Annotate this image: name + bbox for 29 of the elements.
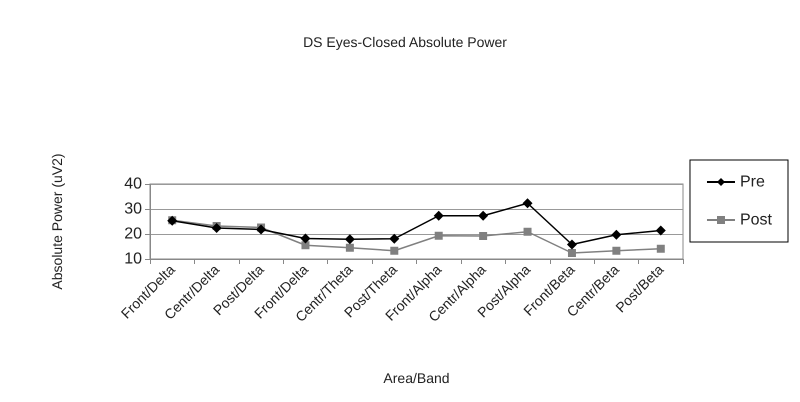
y-axis-title: Absolute Power (uV2) [49, 153, 65, 290]
chart-title: DS Eyes-Closed Absolute Power [303, 34, 508, 50]
point [522, 198, 533, 208]
point [478, 210, 488, 221]
point [568, 249, 576, 257]
point [434, 232, 443, 240]
point [434, 210, 444, 221]
point [389, 234, 400, 244]
x-axis-title: Area/Band [383, 370, 450, 386]
point [479, 232, 488, 240]
point [390, 246, 398, 255]
point [301, 241, 310, 250]
point [256, 224, 266, 234]
point [344, 234, 355, 244]
point [656, 226, 666, 236]
y-tick-label: 20 [124, 226, 142, 242]
point [212, 223, 222, 233]
y-tick-label: 30 [124, 200, 142, 218]
legend-label: Pre [740, 174, 765, 190]
y-tick-label: 40 [124, 176, 142, 192]
y-tick-label: 10 [124, 250, 142, 268]
point [612, 246, 620, 255]
legend-label: Post [740, 212, 773, 228]
point [656, 244, 665, 253]
point [566, 240, 577, 250]
point [300, 234, 310, 244]
point [611, 230, 622, 240]
point [346, 244, 354, 252]
point [524, 228, 532, 236]
